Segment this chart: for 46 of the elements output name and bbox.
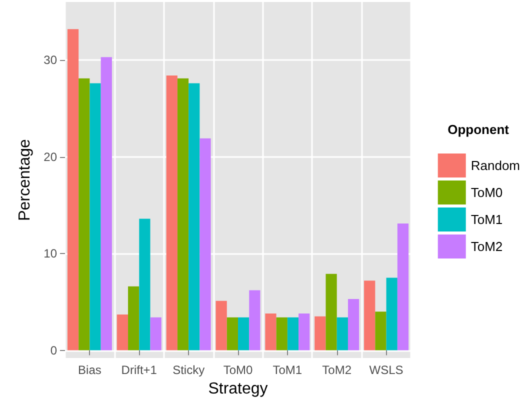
x-tick-label: ToM1	[272, 363, 302, 377]
bar	[397, 224, 409, 350]
x-tick-label: ToM0	[223, 363, 253, 377]
bar	[276, 317, 288, 350]
bar	[150, 317, 162, 350]
y-tick-label: 0	[50, 343, 58, 358]
bar	[287, 317, 299, 350]
bar	[128, 286, 140, 350]
bar	[90, 83, 101, 350]
bar	[100, 57, 112, 350]
bar	[298, 314, 310, 350]
bar	[249, 290, 260, 350]
bar	[177, 78, 189, 350]
bar	[375, 312, 386, 350]
bar	[386, 278, 398, 350]
bar	[238, 317, 250, 350]
bar	[200, 138, 211, 350]
bar	[265, 314, 276, 350]
y-tick-label: 30	[44, 53, 58, 68]
bar	[348, 298, 360, 350]
bar	[78, 78, 90, 350]
legend-label: ToM2	[470, 239, 503, 254]
legend-label: ToM0	[470, 185, 503, 200]
x-tick-label: ToM2	[322, 363, 352, 377]
x-tick-label: WSLS	[369, 363, 404, 377]
bar	[226, 317, 238, 350]
y-axis-title: Percentage	[16, 138, 34, 221]
bar	[216, 300, 227, 350]
bar	[166, 76, 178, 350]
bar	[314, 316, 326, 350]
bar	[139, 218, 150, 350]
y-tick-label: 10	[44, 246, 58, 261]
x-axis-title: Strategy	[208, 380, 268, 398]
bar	[326, 274, 337, 350]
y-tick-label: 20	[44, 150, 58, 164]
legend-title: Opponent	[448, 122, 510, 137]
bar	[336, 317, 348, 350]
x-tick-label: Bias	[78, 363, 102, 377]
legend-label: ToM1	[470, 212, 503, 227]
bar	[116, 314, 128, 350]
x-tick-label: Drift+1	[121, 363, 158, 377]
bar	[364, 280, 376, 350]
bar	[67, 29, 79, 350]
legend-label: Random	[470, 158, 520, 173]
x-tick-label: Sticky	[172, 363, 205, 377]
bar	[188, 83, 200, 350]
